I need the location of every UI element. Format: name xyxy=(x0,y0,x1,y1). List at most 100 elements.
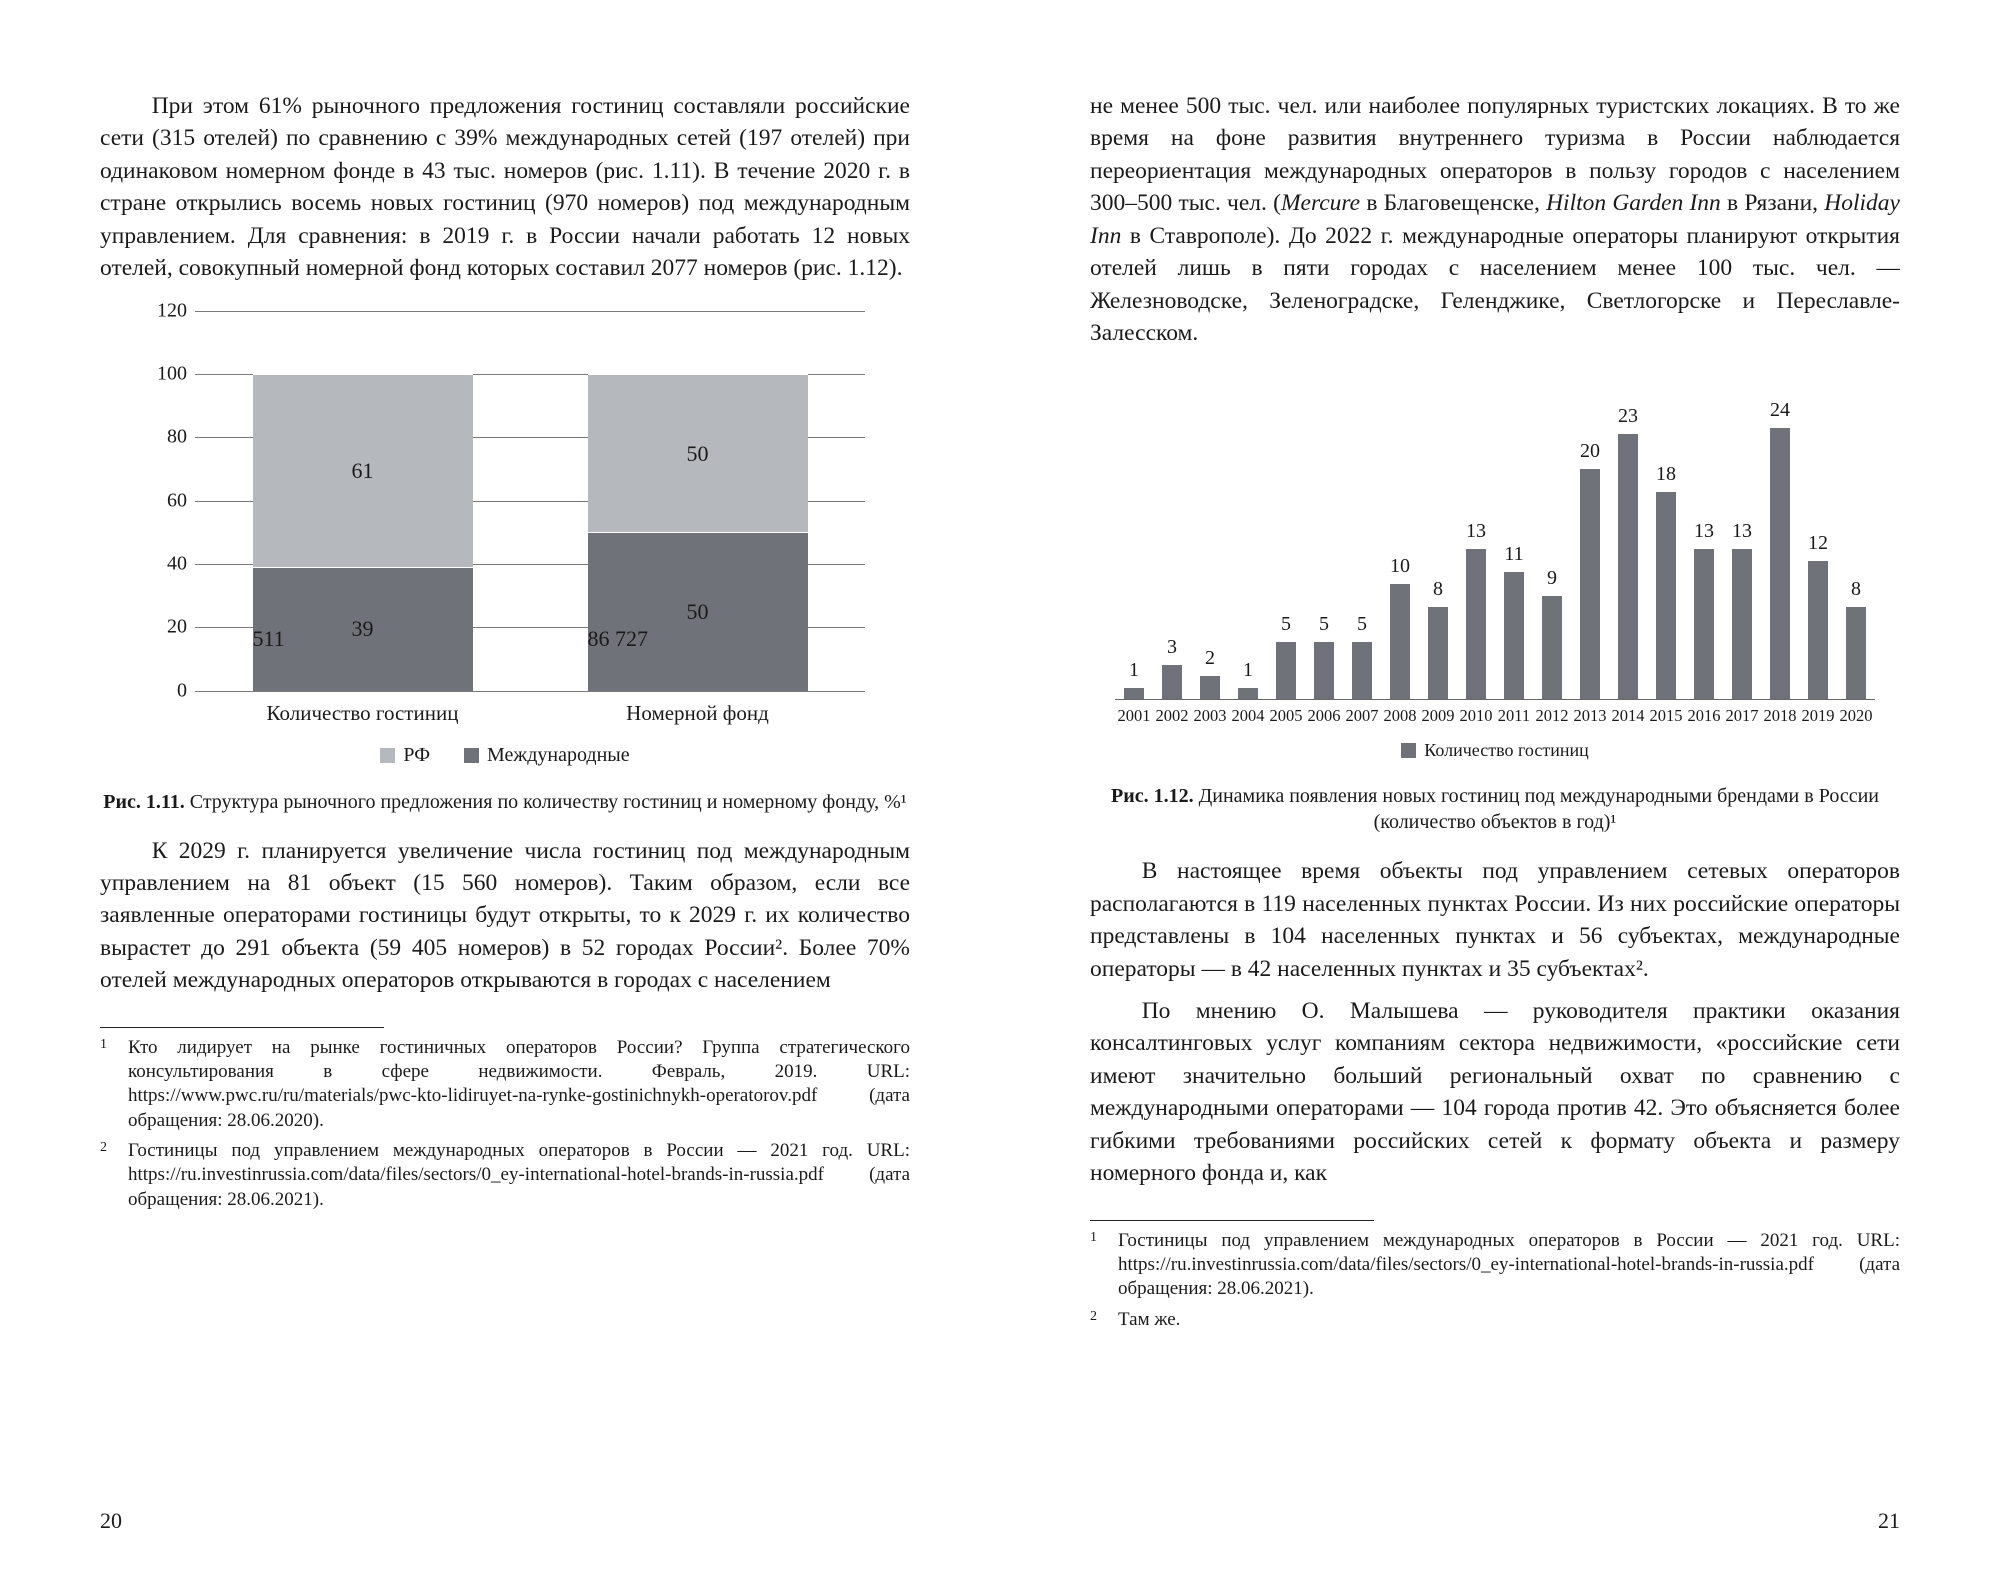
year-bar xyxy=(1162,665,1182,700)
legend-label: Международные xyxy=(487,744,630,766)
year-bar xyxy=(1656,492,1676,700)
year-bar xyxy=(1428,607,1448,699)
xtick-year: 2019 xyxy=(1801,706,1835,726)
bar-value-label: 8 xyxy=(1851,578,1861,601)
year-bar xyxy=(1390,584,1410,699)
bar-value-label: 24 xyxy=(1770,399,1790,422)
bar-segment-rf: 61 xyxy=(253,374,473,567)
legend-swatch-icon xyxy=(380,748,395,763)
year-bar xyxy=(1618,434,1638,699)
bar-segment-intl: 39 xyxy=(253,567,473,691)
xtick-label: Количество гостиниц xyxy=(202,701,524,726)
page-20: При этом 61% рыночного предложения гости… xyxy=(0,0,1000,1570)
year-bar xyxy=(1314,642,1334,700)
bar-segment-rf: 50 xyxy=(588,374,808,532)
ytick-label: 120 xyxy=(151,299,187,322)
xtick-year: 2017 xyxy=(1725,706,1759,726)
figure-1-11-chart: 020406080100120511613986 7275050 Количес… xyxy=(145,311,865,767)
year-bar xyxy=(1124,688,1144,700)
chart1-legend: РФ Международные xyxy=(145,744,865,767)
footnote-num: 2 xyxy=(100,1139,128,1212)
xtick-year: 2002 xyxy=(1155,706,1189,726)
footnote-2: 2 Гостиницы под управлением международны… xyxy=(100,1139,910,1212)
bar-value-label: 8 xyxy=(1433,578,1443,601)
para-malyshev-quote: По мнению О. Малышева — руководителя пра… xyxy=(1090,995,1900,1190)
xtick-year: 2016 xyxy=(1687,706,1721,726)
ytick-label: 40 xyxy=(151,552,187,575)
legend-swatch-icon xyxy=(1401,743,1416,758)
xtick-year: 2010 xyxy=(1459,706,1493,726)
page-number: 20 xyxy=(100,1508,122,1534)
bar-value-label: 1 xyxy=(1129,659,1139,682)
brand-mercure: Mercure xyxy=(1281,190,1360,216)
bar-value-label: 2 xyxy=(1205,647,1215,670)
bar-value-label: 10 xyxy=(1390,555,1410,578)
figure-1-11-caption: Рис. 1.11. Структура рыночного предложен… xyxy=(100,789,910,815)
year-bar xyxy=(1276,642,1296,700)
ytick-label: 20 xyxy=(151,616,187,639)
xtick-year: 2012 xyxy=(1535,706,1569,726)
footnote-1: 1 Гостиницы под управлением международны… xyxy=(1090,1229,1900,1302)
year-bar xyxy=(1504,572,1524,699)
bar-value-label: 11 xyxy=(1504,543,1523,566)
footnote-2: 2 Там же. xyxy=(1090,1308,1900,1332)
bar-value-label: 23 xyxy=(1618,405,1638,428)
ytick-label: 80 xyxy=(151,426,187,449)
ytick-label: 60 xyxy=(151,489,187,512)
xtick-year: 2018 xyxy=(1763,706,1797,726)
year-bar xyxy=(1466,549,1486,699)
legend-label: РФ xyxy=(403,744,430,766)
chart2-legend: Количество гостиниц xyxy=(1115,740,1875,761)
footnote-text: Кто лидирует на рынке гостиничных операт… xyxy=(128,1036,910,1133)
ytick-label: 100 xyxy=(151,362,187,385)
bar-value-label: 13 xyxy=(1694,520,1714,543)
caption-text: Динамика появления новых гостиниц под ме… xyxy=(1194,785,1879,833)
year-bar xyxy=(1694,549,1714,699)
footnote-num: 1 xyxy=(1090,1229,1118,1302)
legend-swatch-icon xyxy=(464,748,479,763)
xtick-year: 2005 xyxy=(1269,706,1303,726)
year-bar xyxy=(1846,607,1866,699)
caption-label: Рис. 1.12. xyxy=(1111,785,1194,807)
bar-value-label: 3 xyxy=(1167,636,1177,659)
xtick-year: 2009 xyxy=(1421,706,1455,726)
ytick-label: 0 xyxy=(151,679,187,702)
footnote-text: Гостиницы под управлением международных … xyxy=(128,1139,910,1212)
footnotes-right: 1 Гостиницы под управлением международны… xyxy=(1090,1229,1900,1338)
bar-total-label: 86 727 xyxy=(588,626,649,652)
para-after-chart1: К 2029 г. планируется увеличение числа г… xyxy=(100,835,910,997)
xtick-year: 2020 xyxy=(1839,706,1873,726)
page-21: не менее 500 тыс. чел. или наиболее попу… xyxy=(1000,0,2000,1570)
xtick-year: 2013 xyxy=(1573,706,1607,726)
bar-value-label: 5 xyxy=(1357,613,1367,636)
year-bar xyxy=(1238,688,1258,700)
xtick-year: 2001 xyxy=(1117,706,1151,726)
xtick-label: Номерной фонд xyxy=(537,701,859,726)
para-continuation: не менее 500 тыс. чел. или наиболее попу… xyxy=(1090,90,1900,349)
footnote-rule xyxy=(100,1027,384,1028)
bar-value-label: 13 xyxy=(1732,520,1752,543)
xtick-year: 2007 xyxy=(1345,706,1379,726)
bar-value-label: 5 xyxy=(1319,613,1329,636)
footnote-text: Гостиницы под управлением международных … xyxy=(1118,1229,1900,1302)
bar-value-label: 18 xyxy=(1656,463,1676,486)
xtick-year: 2011 xyxy=(1497,706,1531,726)
caption-text: Структура рыночного предложения по колич… xyxy=(185,791,907,813)
bar-value-label: 13 xyxy=(1466,520,1486,543)
bar-value-label: 1 xyxy=(1243,659,1253,682)
xtick-year: 2006 xyxy=(1307,706,1341,726)
xtick-year: 2008 xyxy=(1383,706,1417,726)
footnote-rule xyxy=(1090,1220,1374,1221)
footnote-num: 2 xyxy=(1090,1308,1118,1332)
legend-label: Количество гостиниц xyxy=(1424,740,1588,760)
footnote-num: 1 xyxy=(100,1036,128,1133)
figure-1-12-caption: Рис. 1.12. Динамика появления новых гост… xyxy=(1090,783,1900,835)
xtick-year: 2003 xyxy=(1193,706,1227,726)
year-bar xyxy=(1770,428,1790,699)
figure-1-12-chart: 132155510813119202318131324128 200120022… xyxy=(1115,399,1875,761)
footnote-1: 1 Кто лидирует на рынке гостиничных опер… xyxy=(100,1036,910,1133)
year-bar xyxy=(1808,561,1828,699)
year-bar xyxy=(1732,549,1752,699)
bar-segment-intl: 50 xyxy=(588,532,808,690)
year-bar xyxy=(1580,469,1600,700)
